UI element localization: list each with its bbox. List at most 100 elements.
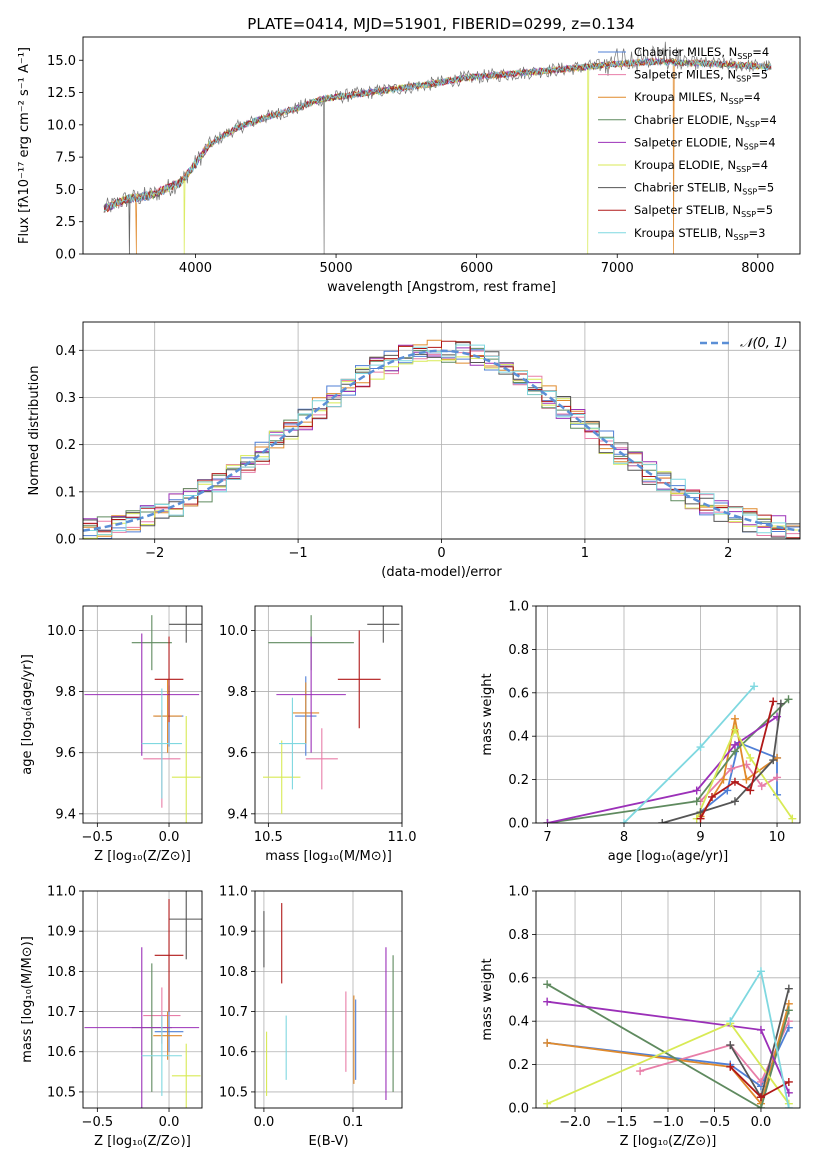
y-tick-label: 2.5 [55,215,76,230]
x-tick-label: 0 [437,546,445,561]
errorbar-kroupa-stelib [141,1015,182,1096]
x-axis-label: E(B-V) [308,1134,348,1149]
axes-spectrum: 4000 5000 6000 7000 8000 0.0 2.5 5.0 7.5 10.0 12.5… [17,36,801,295]
x-tick-label: 0.0 [254,1115,275,1130]
y-tick-label: 15.0 [47,54,76,69]
y-axis-label: age [log₁₀(age/yr)] [20,654,35,775]
errorbar-kroupa-miles [153,679,182,753]
weight-marker-kroupa-elodie [543,1099,552,1108]
errorbar-salpeter-stelib [154,636,184,723]
y-tick-label: 10.0 [47,118,76,133]
y-tick-label: 9.6 [227,746,248,761]
x-tick-label: −2 [145,546,164,561]
spectrum-line-chabrier-stelib [103,57,772,254]
weight-marker-kroupa-miles [719,775,728,784]
x-tick-label: 9 [696,830,704,845]
y-tick-label: 0.1 [55,485,76,500]
weight-marker-salpeter-elodie [543,819,552,823]
x-tick-label: −1 [289,546,308,561]
legend-tail: =4 [759,135,776,149]
weight-marker-chabrier-stelib [726,1041,735,1050]
x-tick-label: −1.5 [606,1115,638,1130]
errorbar-chabrier-stelib [169,891,202,960]
legend-subscript: SSP [729,97,744,106]
weight-marker-chabrier-elodie [784,695,793,704]
x-tick-label: −2.0 [559,1115,591,1130]
weight-marker-kroupa-elodie [746,753,755,762]
spectrum-line-kroupa-elodie [104,57,772,254]
axes-weight-vs-Z: −2.0 −1.5 −1.0 −0.5 0.0 0.0 0.2 0.4 0.6 0.8 1.0 Z [… [480,885,801,1149]
weight-marker-salpeter-elodie [543,997,552,1006]
y-tick-label: 0.8 [508,928,529,943]
plot-content [84,606,202,823]
weight-line-chabrier-elodie [546,983,790,1108]
plot-content [263,903,394,1100]
errorbar-kroupa-stelib [279,697,306,790]
x-axis-label: mass [log₁₀(M/M⊙)] [265,849,392,864]
y-tick-label: 0.0 [508,817,529,832]
y-tick-label: 12.5 [47,86,76,101]
legend-label-chabrier-miles: Chabrier MILES, NSSP=4 [634,45,769,61]
y-tick-label: 0.3 [55,391,76,406]
weight-marker-chabrier-stelib [784,984,793,993]
plot-content [84,891,202,1108]
axes-mass-vs-ebv: 0.0 0.1 10.5 10.6 10.7 10.8 10.9 11.0 E(B-V) [219,885,403,1149]
plot-content [543,682,797,823]
errorbar-chabrier-stelib [169,606,202,643]
y-tick-label: 10.7 [47,1005,76,1020]
errorbar-salpeter-stelib [154,899,184,1012]
x-tick-label: 0.0 [159,830,180,845]
errorbar-chabrier-elodie [131,615,172,671]
weight-marker-kroupa-elodie [788,814,797,823]
x-tick-label: 10 [769,830,786,845]
errorbar-salpeter-elodie [84,947,200,1108]
errorbar-salpeter-miles [305,728,338,790]
x-tick-label: 2 [724,546,732,561]
legend-tail: =3 [749,226,766,240]
legend-label-salpeter-miles: Salpeter MILES, NSSP=5 [634,68,768,84]
y-tick-label: 9.4 [55,807,76,822]
plot-content [83,339,800,539]
y-tick-label: 11.0 [47,885,76,900]
y-tick-label: 10.9 [219,925,248,940]
weight-marker-salpeter-miles [757,782,766,791]
plot-content [263,606,400,814]
figure-title: PLATE=0414, MJD=51901, FIBERID=0299, z=0… [247,15,634,33]
axes-age-vs-mass: 10.5 11.0 9.4 9.6 9.8 10.0 mass [log₁₀(M/M⊙)] [219,605,416,864]
errorbar-salpeter-elodie [84,633,200,756]
weight-marker-chabrier-stelib [776,699,785,708]
x-axis-label: Z [log₁₀(Z/Z⊙)] [620,1134,717,1149]
y-tick-label: 10.7 [219,1005,248,1020]
axes-frame [535,605,801,824]
weight-marker-salpeter-miles [756,1077,765,1086]
legend-subscript: SSP [745,120,760,129]
legend-tail: =5 [751,68,768,82]
legend-label-chabrier-elodie: Chabrier ELODIE, NSSP=4 [634,113,777,129]
weight-marker-chabrier-elodie [543,980,552,989]
legend-subscript: SSP [737,52,752,61]
weight-marker-salpeter-stelib [696,814,705,823]
weight-marker-kroupa-elodie [730,725,739,734]
y-tick-label: 1.0 [508,885,529,900]
y-tick-label: 0.4 [508,730,529,745]
spectrum-line-salpeter-stelib [103,57,772,213]
y-tick-label: 10.8 [47,965,76,980]
legend-tail: =4 [752,45,769,59]
y-tick-label: 9.8 [227,685,248,700]
spectrum-legend: Chabrier MILES, NSSP=4 Salpeter MILES, NS… [598,45,777,242]
y-tick-label: 9.6 [55,746,76,761]
weight-marker-kroupa-miles [742,775,751,784]
weight-marker-chabrier-stelib [769,756,778,765]
plot-content [543,967,793,1108]
weight-line-kroupa-elodie [695,727,794,820]
legend-subscript: SSP [734,233,749,242]
x-tick-label: 1 [581,546,589,561]
x-tick-label: 4000 [179,261,212,276]
weight-marker-kroupa-stelib [750,682,759,691]
y-tick-label: 7.5 [55,151,76,166]
legend-label-chabrier-stelib: Chabrier STELIB, NSSP=5 [634,181,774,197]
legend-tail: =5 [757,181,774,195]
weight-marker-kroupa-stelib [756,967,765,976]
y-tick-label: 9.8 [55,685,76,700]
x-axis-label: wavelength [Angstrom, rest frame] [327,280,556,295]
